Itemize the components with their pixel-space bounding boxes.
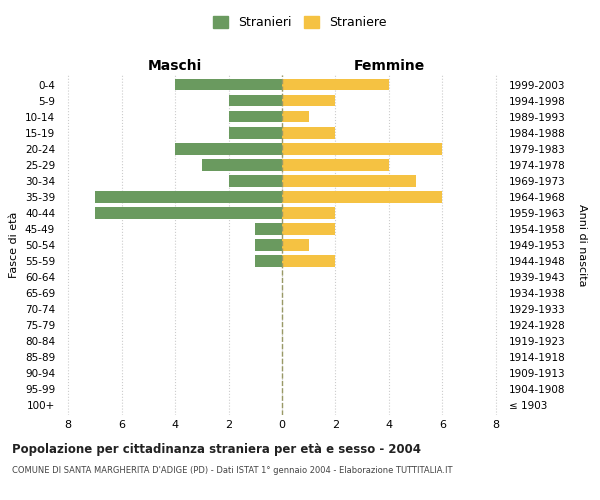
Bar: [282, 239, 309, 251]
Bar: [229, 127, 282, 138]
Legend: Stranieri, Straniere: Stranieri, Straniere: [208, 11, 392, 34]
Bar: [282, 143, 442, 154]
Bar: [229, 175, 282, 186]
Y-axis label: Fasce di età: Fasce di età: [10, 212, 19, 278]
Bar: [282, 95, 335, 106]
Text: Popolazione per cittadinanza straniera per età e sesso - 2004: Popolazione per cittadinanza straniera p…: [12, 442, 421, 456]
Bar: [282, 159, 389, 170]
Bar: [282, 127, 335, 138]
Text: Maschi: Maschi: [148, 60, 202, 74]
Text: Femmine: Femmine: [353, 60, 425, 74]
Bar: [255, 239, 282, 251]
Bar: [255, 256, 282, 267]
Bar: [95, 207, 282, 218]
Bar: [282, 256, 335, 267]
Bar: [282, 191, 442, 202]
Bar: [282, 175, 416, 186]
Bar: [175, 143, 282, 154]
Bar: [282, 223, 335, 234]
Bar: [229, 95, 282, 106]
Y-axis label: Anni di nascita: Anni di nascita: [577, 204, 587, 286]
Bar: [229, 111, 282, 122]
Bar: [282, 207, 335, 218]
Bar: [202, 159, 282, 170]
Bar: [255, 223, 282, 234]
Bar: [282, 79, 389, 90]
Bar: [282, 111, 309, 122]
Bar: [95, 191, 282, 202]
Bar: [175, 79, 282, 90]
Text: COMUNE DI SANTA MARGHERITA D'ADIGE (PD) - Dati ISTAT 1° gennaio 2004 - Elaborazi: COMUNE DI SANTA MARGHERITA D'ADIGE (PD) …: [12, 466, 452, 475]
